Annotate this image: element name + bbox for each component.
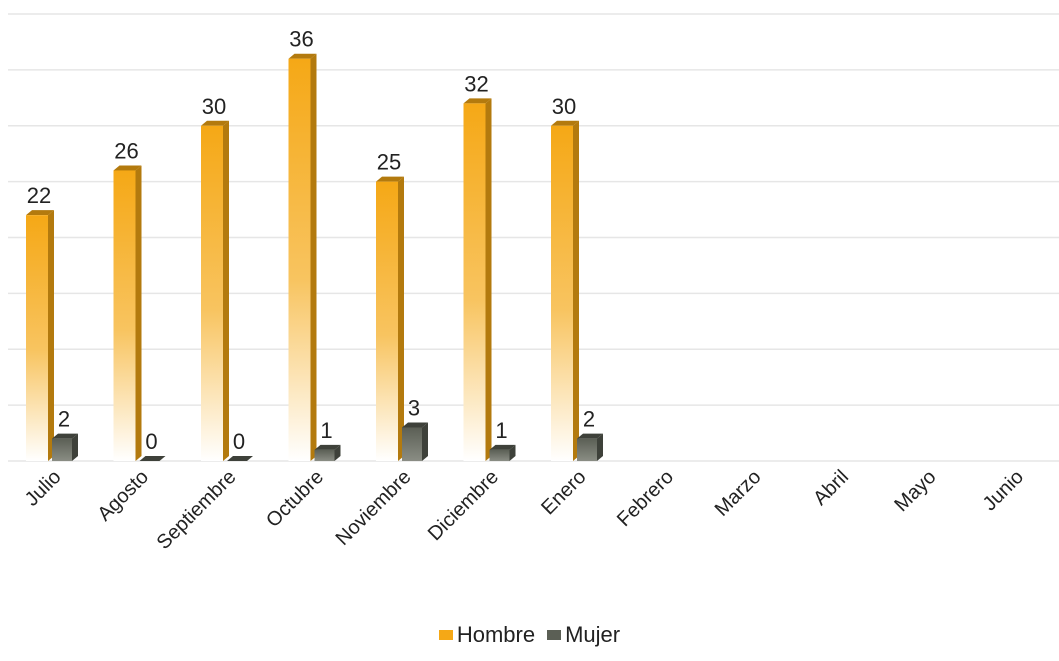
bar-top xyxy=(376,176,404,182)
bar-side xyxy=(573,120,579,461)
data-label-hombre: 25 xyxy=(377,150,401,175)
data-label-mujer: 1 xyxy=(495,418,507,443)
bar-top xyxy=(26,210,54,216)
x-tick-label: Mayo xyxy=(890,466,940,516)
legend-swatch-hombre xyxy=(438,630,453,640)
data-label-hombre: 22 xyxy=(27,183,51,208)
bar-top xyxy=(227,456,253,461)
bar-side xyxy=(485,98,492,462)
bar-front xyxy=(314,449,335,461)
data-label-mujer: 2 xyxy=(583,407,595,432)
data-label-mujer: 3 xyxy=(408,395,420,420)
x-tick-label: Abril xyxy=(809,466,853,510)
bar-hombre-noviembre xyxy=(376,176,404,461)
bar-front xyxy=(113,170,136,461)
legend-item-hombre: Hombre xyxy=(438,622,536,648)
bar-front xyxy=(551,125,573,461)
x-tick-label: Junio xyxy=(979,466,1028,515)
data-label-mujer: 2 xyxy=(58,407,70,432)
bar-side xyxy=(223,120,229,461)
bar-side xyxy=(597,433,603,461)
bar-side xyxy=(398,176,404,461)
bar-top xyxy=(314,444,341,450)
bar-front xyxy=(52,438,72,461)
data-label-hombre: 36 xyxy=(289,27,313,52)
bar-side xyxy=(334,444,341,461)
bar-side xyxy=(48,210,54,461)
bar-front xyxy=(489,449,510,461)
bar-top xyxy=(577,433,603,439)
bar-front xyxy=(463,103,486,462)
bar-front xyxy=(402,427,422,461)
bar-mujer-septiembre xyxy=(227,456,253,461)
bar-side xyxy=(422,422,428,461)
bar-top xyxy=(402,422,428,428)
bar-top xyxy=(201,120,229,126)
data-label-mujer: 1 xyxy=(320,418,332,443)
x-tick-label: Marzo xyxy=(711,466,766,521)
legend-label-mujer: Mujer xyxy=(565,622,621,647)
bars xyxy=(26,53,603,462)
bar-side xyxy=(310,53,317,461)
legend-label-hombre: Hombre xyxy=(456,622,536,647)
data-label-mujer: 0 xyxy=(233,429,245,454)
x-tick-label: Octubre xyxy=(262,466,328,532)
bar-mujer-julio xyxy=(52,433,78,461)
x-axis-ticks: Julio Agosto Septiembre Octubre Noviembre Dic… xyxy=(21,466,1028,554)
x-tick-label: Enero xyxy=(537,466,590,519)
bar-front xyxy=(288,58,311,461)
bar-front xyxy=(577,438,597,461)
bar-top xyxy=(288,53,317,59)
bar-hombre-agosto xyxy=(113,165,142,461)
data-label-hombre: 30 xyxy=(202,94,226,119)
legend-item-mujer: Mujer xyxy=(547,622,620,648)
bar-side xyxy=(509,444,516,461)
bar-mujer-diciembre xyxy=(489,444,516,461)
bar-hombre-enero xyxy=(551,120,579,461)
x-tick-label: Agosto xyxy=(93,466,153,526)
bar-top xyxy=(463,98,492,104)
bar-hombre-julio xyxy=(26,210,54,461)
x-tick-label: Febrero xyxy=(613,466,678,531)
x-tick-label: Septiembre xyxy=(153,466,241,554)
bar-front xyxy=(26,215,48,461)
bar-hombre-septiembre xyxy=(201,120,229,461)
bar-side xyxy=(135,165,142,461)
data-label-hombre: 26 xyxy=(114,138,138,163)
legend-swatch-mujer xyxy=(547,630,562,640)
bar-top xyxy=(489,444,516,450)
bar-mujer-enero xyxy=(577,433,603,461)
bar-front xyxy=(376,181,398,461)
bar-top xyxy=(551,120,579,126)
data-label-mujer: 0 xyxy=(145,429,157,454)
bar-mujer-noviembre xyxy=(402,422,428,461)
bar-top xyxy=(52,433,78,439)
bar-hombre-diciembre xyxy=(463,98,492,462)
x-tick-label: Noviembre xyxy=(332,466,416,550)
legend: Hombre Mujer xyxy=(0,622,1059,648)
data-label-hombre: 30 xyxy=(552,94,576,119)
x-tick-label: Diciembre xyxy=(424,466,503,545)
bar-side xyxy=(72,433,78,461)
bar-mujer-octubre xyxy=(314,444,341,461)
bar-top xyxy=(139,456,166,461)
x-tick-label: Julio xyxy=(21,466,66,511)
bar-front xyxy=(201,125,223,461)
bar-top xyxy=(113,165,142,171)
gridlines xyxy=(8,13,1059,462)
data-label-hombre: 32 xyxy=(464,71,488,96)
bar-mujer-agosto xyxy=(139,456,166,461)
bar-hombre-octubre xyxy=(288,53,317,461)
